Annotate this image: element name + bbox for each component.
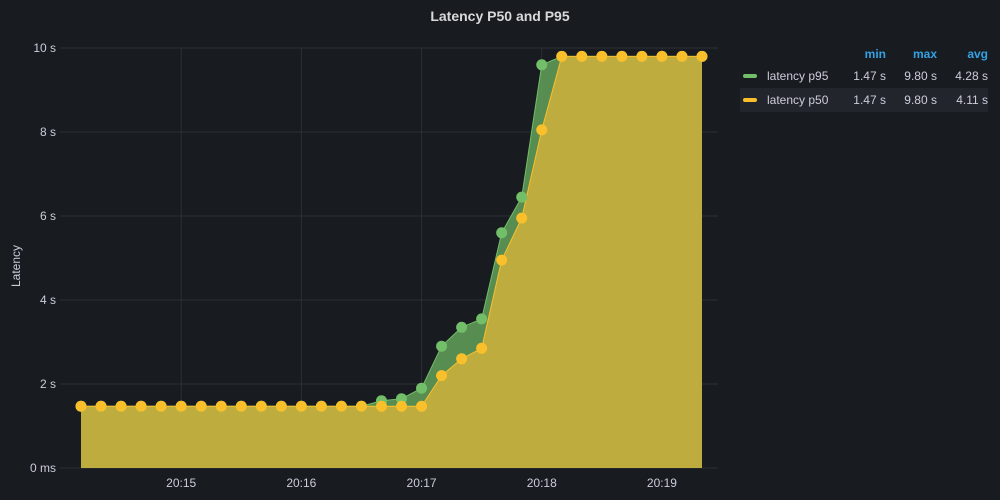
series-1-point-23 [536,124,548,136]
series-1-point-18 [436,370,448,382]
y-tick-label-3: 6 s [40,209,56,223]
series-0-point-17 [416,382,428,394]
y-axis-label: Latency [9,245,23,287]
x-tick-label-2: 20:17 [407,476,437,490]
legend-min-p50: 1.47 s [853,93,886,107]
series-1-point-0 [75,400,87,412]
series-1-point-27 [616,50,628,62]
series-1-point-5 [175,400,187,412]
series-areas [81,55,702,469]
legend-header: min max avg [740,44,988,64]
x-tick-label-4: 20:19 [647,476,677,490]
legend-row-p95[interactable]: latency p95 1.47 s 9.80 s 4.28 s [740,64,988,88]
x-tick-label-3: 20:18 [527,476,557,490]
series-1-point-30 [676,50,688,62]
series-points [75,50,708,412]
series-1-point-16 [396,400,408,412]
y-tick-label-5: 10 s [33,41,56,55]
series-1-point-9 [255,400,267,412]
series-1-point-26 [596,50,608,62]
legend-label-p50[interactable]: latency p50 [767,93,829,107]
series-0-point-16 [396,393,408,405]
series-1-point-15 [375,400,387,412]
legend-avg-p95: 4.28 s [955,69,988,83]
y-tick-label-2: 4 s [40,293,56,307]
series-1-point-3 [135,400,147,412]
series-0-point-22 [516,191,528,203]
series-0-point-23 [536,59,548,71]
legend-label-p95[interactable]: latency p95 [767,69,829,83]
legend-swatch-p50 [743,98,757,102]
y-tick-label-4: 8 s [40,125,56,139]
series-1-point-21 [496,254,508,266]
y-tick-label-1: 2 s [40,377,56,391]
x-axis-ticks: 20:15 20:16 20:17 20:18 20:19 [166,476,677,490]
series-1-point-19 [456,353,468,365]
series-area-1 [81,56,702,469]
legend: min max avg latency p95 1.47 s 9.80 s 4.… [740,44,988,112]
chart-title: Latency P50 and P95 [430,8,570,24]
series-1-point-4 [155,400,167,412]
legend-row-p50[interactable]: latency p50 1.47 s 9.80 s 4.11 s [740,88,988,112]
legend-max-p95: 9.80 s [904,69,937,83]
x-tick-label-1: 20:16 [286,476,316,490]
y-tick-label-0: 0 ms [30,461,56,475]
series-1-point-31 [696,50,708,62]
series-1-point-22 [516,212,528,224]
series-1-point-28 [636,50,648,62]
legend-min-p95: 1.47 s [853,69,886,83]
series-1-point-2 [115,400,127,412]
legend-max-p50: 9.80 s [904,93,937,107]
series-1-point-12 [315,400,327,412]
series-1-point-24 [556,50,568,62]
series-1-point-17 [416,400,428,412]
series-0-point-21 [496,227,508,239]
series-0-point-18 [436,340,448,352]
legend-swatch-p95 [743,74,757,78]
series-1-point-10 [275,400,287,412]
series-1-point-29 [656,50,668,62]
series-0-point-20 [476,313,488,325]
series-1-point-11 [295,400,307,412]
series-1-point-8 [235,400,247,412]
series-1-point-25 [576,50,588,62]
series-1-point-13 [335,400,347,412]
series-1-point-1 [95,400,107,412]
legend-header-max[interactable]: max [912,47,937,61]
legend-header-min[interactable]: min [864,47,886,61]
x-tick-label-0: 20:15 [166,476,196,490]
legend-avg-p50: 4.11 s [956,93,988,107]
series-0-point-19 [456,321,468,333]
series-1-point-14 [355,400,367,412]
series-1-point-7 [215,400,227,412]
y-axis-ticks: 0 ms 2 s 4 s 6 s 8 s 10 s [30,41,56,475]
series-1-point-6 [195,400,207,412]
series-1-point-20 [476,342,488,354]
legend-header-avg[interactable]: avg [967,47,988,61]
